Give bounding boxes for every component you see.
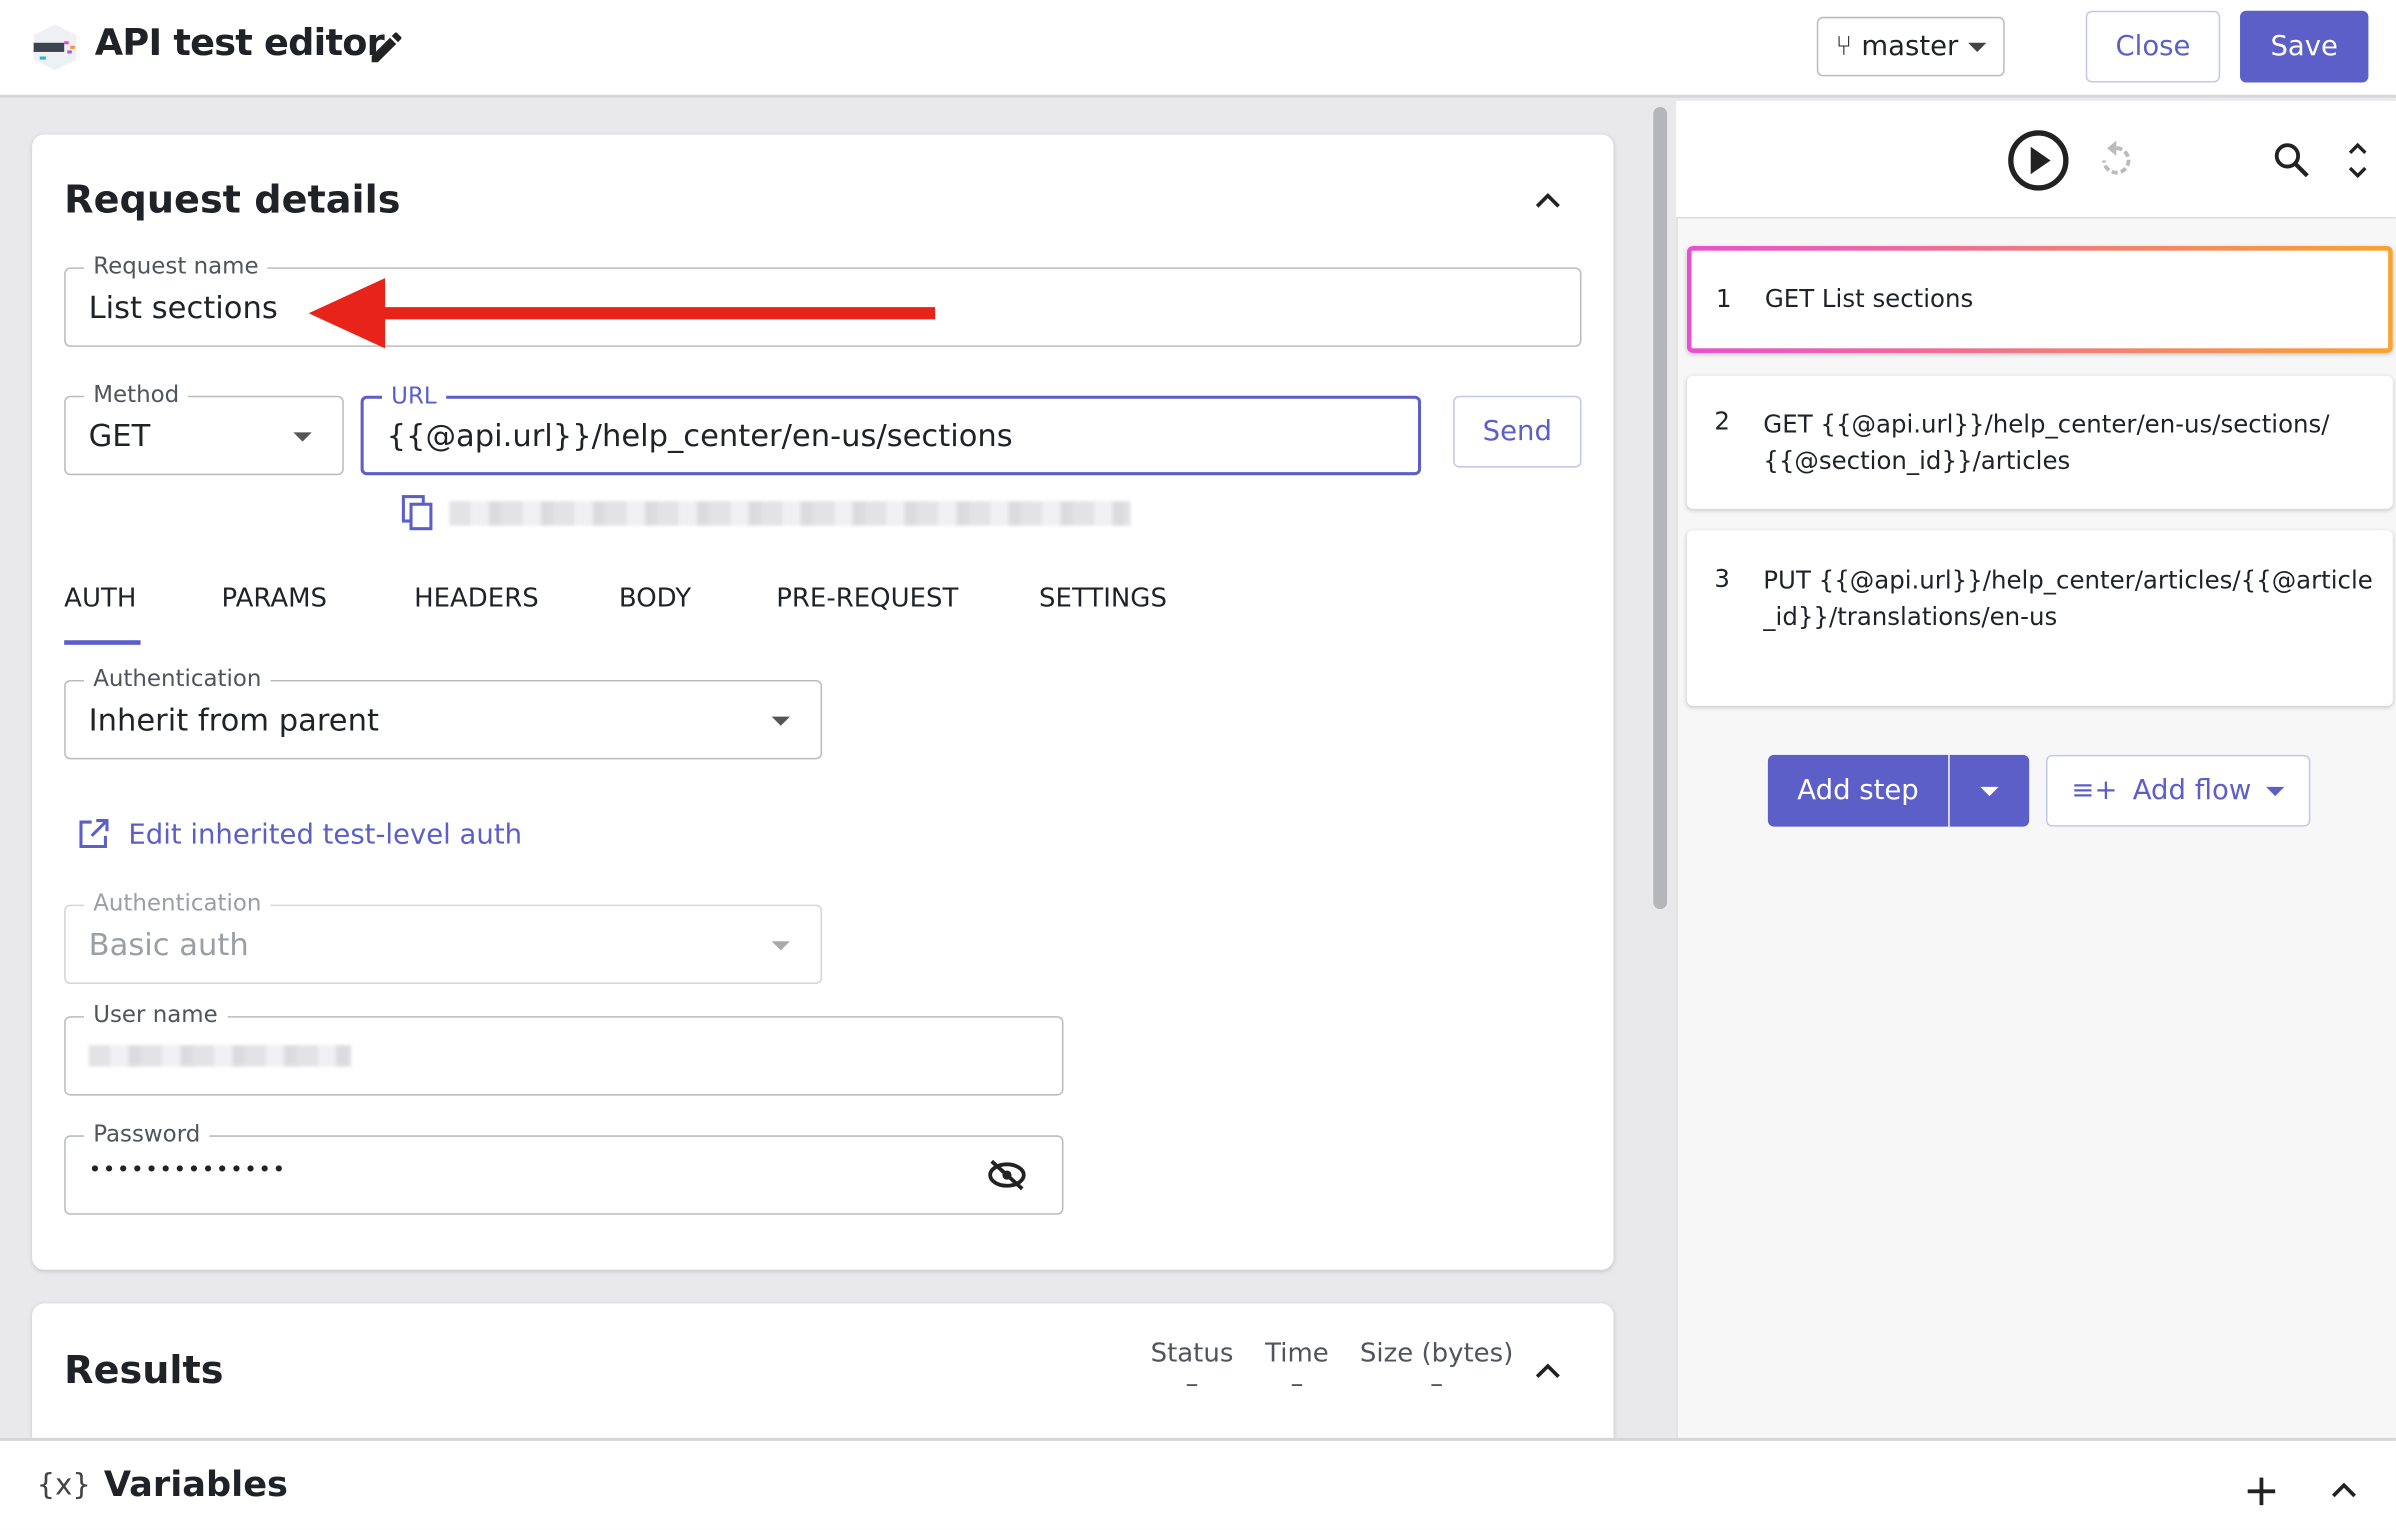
add-step-dropdown-button[interactable] [1949, 754, 2030, 827]
steps-toolbar [1676, 100, 2396, 219]
request-name-value: List sections [88, 288, 278, 326]
password-label: Password [84, 1120, 210, 1148]
authentication-select[interactable]: Authentication Inherit from parent [64, 664, 823, 760]
dropdown-caret-icon [771, 941, 790, 951]
branch-name: master [1861, 30, 1959, 63]
inherited-authentication-value: Basic auth [88, 925, 249, 963]
password-input[interactable]: Password •••••••••••••• [64, 1120, 1064, 1215]
tab-body[interactable]: BODY [618, 583, 692, 615]
request-name-input[interactable]: Request name List sections [64, 252, 1582, 347]
tab-pre-request[interactable]: PRE-REQUEST [776, 583, 959, 615]
add-variable-plus-icon[interactable] [2245, 1475, 2279, 1509]
reset-icon [2102, 140, 2131, 175]
resolved-url-redacted [449, 501, 1131, 526]
chevron-down-icon [2266, 786, 2285, 796]
add-flow-label: Add flow [2132, 774, 2252, 807]
method-label: Method [84, 380, 189, 408]
scrollbar-thumb[interactable] [1653, 106, 1668, 910]
step-text: GET {{@api.url}}/help_center/en-us/secti… [1763, 409, 2330, 476]
add-step-button[interactable]: Add step [1767, 754, 1949, 827]
chevron-down-icon [1980, 786, 1999, 796]
variables-bar[interactable]: {x} Variables [0, 1437, 2396, 1530]
tab-auth[interactable]: AUTH [64, 583, 137, 615]
step-text: GET List sections [1764, 284, 1974, 314]
collapse-chevron-up-icon[interactable] [1533, 188, 1564, 212]
results-size: Size (bytes) – [1359, 1338, 1514, 1400]
eye-off-icon[interactable] [987, 1158, 1027, 1192]
url-label: URL [382, 382, 446, 410]
search-icon[interactable] [2272, 141, 2312, 181]
top-bar: API test editor ⑂ master Close Save [0, 0, 2396, 98]
branch-selector[interactable]: ⑂ master [1816, 16, 2005, 77]
username-input[interactable]: User name [64, 1000, 1064, 1096]
page-title: API test editor [94, 21, 385, 65]
tab-settings[interactable]: SETTINGS [1039, 583, 1167, 615]
run-play-icon[interactable] [2006, 128, 2070, 192]
edit-link-text: Edit inherited test-level auth [128, 818, 523, 851]
results-collapse-chevron-up-icon[interactable] [1533, 1358, 1564, 1382]
step-item-3[interactable]: 3 PUT {{@api.url}}/help_center/articles/… [1686, 530, 2393, 706]
step-number: 3 [1714, 563, 1730, 593]
step-text: PUT {{@api.url}}/help_center/articles/{{… [1763, 565, 2373, 632]
external-link-icon [79, 819, 109, 849]
git-branch-icon: ⑂ [1835, 30, 1853, 63]
chevron-down-icon [1967, 42, 1986, 52]
playlist-add-icon: ≡+ [2071, 774, 2118, 807]
expand-chevron-up-icon[interactable] [2329, 1478, 2360, 1502]
results-time: Time – [1265, 1338, 1329, 1400]
step-item-2[interactable]: 2 GET {{@api.url}}/help_center/en-us/sec… [1686, 375, 2393, 509]
password-value: •••••••••••••• [88, 1158, 287, 1183]
inherited-authentication-select: Authentication Basic auth [64, 889, 823, 985]
send-button[interactable]: Send [1453, 395, 1582, 468]
step-number: 2 [1714, 406, 1730, 436]
tab-params[interactable]: PARAMS [221, 583, 328, 615]
inherited-authentication-label: Authentication [84, 889, 271, 917]
url-value: {{@api.url}}/help_center/en-us/sections [386, 417, 1013, 454]
url-input[interactable]: URL {{@api.url}}/help_center/en-us/secti… [360, 382, 1422, 476]
add-flow-button[interactable]: ≡+ Add flow [2045, 754, 2311, 827]
authentication-label: Authentication [84, 664, 271, 693]
dropdown-caret-icon [771, 716, 790, 726]
username-label: User name [84, 1000, 227, 1029]
expand-collapse-icon[interactable] [2345, 141, 2369, 181]
method-value: GET [88, 417, 151, 454]
edit-inherited-auth-link[interactable]: Edit inherited test-level auth [76, 817, 522, 851]
step-item-1[interactable]: 1 GET List sections [1687, 246, 2393, 353]
results-title: Results [64, 1347, 224, 1393]
copy-icon[interactable] [400, 494, 434, 534]
variables-icon: {x} [36, 1468, 91, 1503]
section-title: Request details [64, 177, 401, 222]
results-status: Status – [1150, 1338, 1234, 1400]
request-name-label: Request name [84, 252, 268, 280]
step-number: 1 [1715, 284, 1732, 314]
username-redacted [88, 1045, 352, 1067]
dropdown-caret-icon [293, 432, 312, 442]
method-select[interactable]: Method GET [64, 380, 344, 476]
save-button[interactable]: Save [2240, 10, 2369, 83]
edit-pencil-icon[interactable] [367, 28, 407, 68]
tab-headers[interactable]: HEADERS [414, 583, 539, 615]
authentication-value: Inherit from parent [88, 701, 379, 739]
app-logo-icon [33, 24, 77, 71]
annotation-arrow [308, 278, 936, 349]
close-button[interactable]: Close [2085, 10, 2221, 83]
variables-title: Variables [103, 1465, 288, 1506]
active-tab-indicator [64, 640, 141, 645]
